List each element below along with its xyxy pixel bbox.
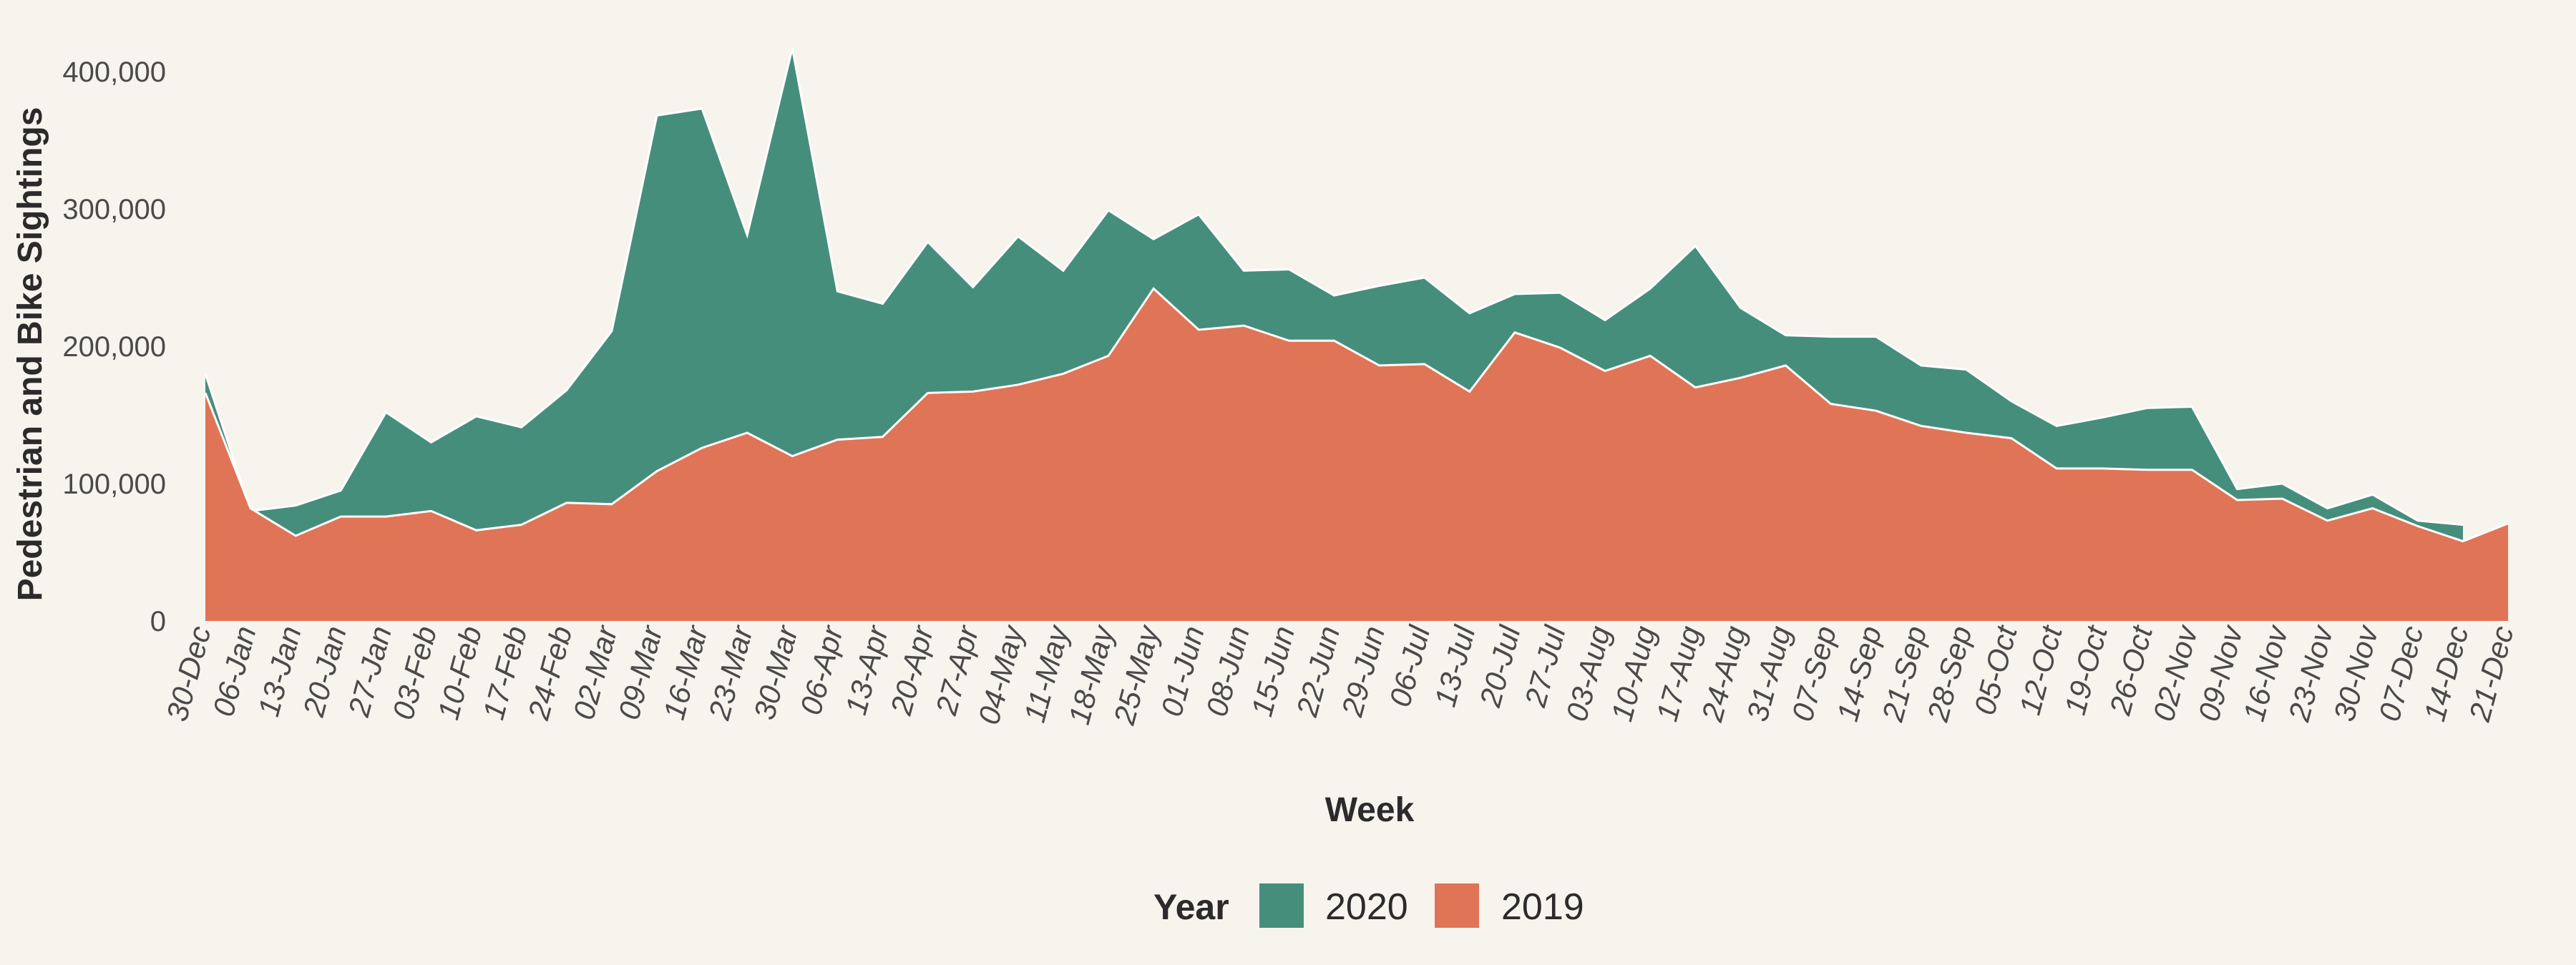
- legend-label-2020: 2020: [1325, 886, 1408, 928]
- legend-swatch-2020: [1259, 883, 1304, 928]
- y-tick-label: 100,000: [62, 469, 166, 500]
- y-tick-label: 400,000: [62, 57, 166, 88]
- area-outline-2020: [204, 48, 2464, 526]
- area-series-2019: [205, 288, 2509, 621]
- legend-title: Year: [1153, 887, 1229, 927]
- y-axis-title: Pedestrian and Bike Sightings: [11, 107, 49, 602]
- y-tick-label: 200,000: [62, 331, 166, 363]
- area-outline-2019: [204, 287, 2509, 543]
- legend-swatch-2019: [1435, 883, 1479, 928]
- series-layer: [204, 48, 2509, 621]
- y-tick-label: 0: [150, 606, 166, 637]
- legend: Year 2020 2019: [1153, 883, 1584, 928]
- y-tick-label: 300,000: [62, 194, 166, 225]
- x-axis-title: Week: [1325, 791, 1415, 829]
- legend-label-2019: 2019: [1501, 886, 1584, 928]
- y-axis-ticks: 0 100,000 200,000 300,000 400,000: [62, 57, 166, 637]
